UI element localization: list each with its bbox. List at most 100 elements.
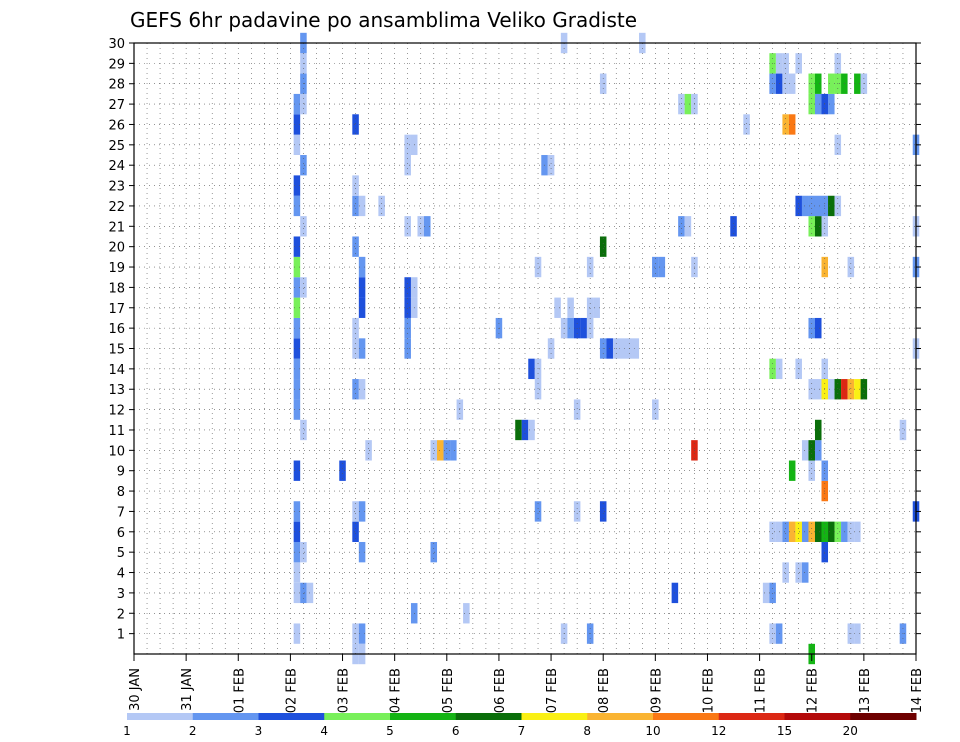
heatmap-cell bbox=[358, 195, 366, 217]
y-tick-label: 4 bbox=[117, 567, 125, 582]
heatmap-cell bbox=[293, 236, 301, 257]
heatmap-cell bbox=[828, 379, 835, 400]
heatmap-cell bbox=[339, 460, 346, 481]
heatmap-cell bbox=[814, 93, 822, 115]
heatmap-cell bbox=[769, 582, 776, 604]
chart-title: GEFS 6hr padavine po ansamblima Veliko G… bbox=[130, 8, 637, 32]
heatmap-cell bbox=[847, 379, 855, 400]
legend-swatch bbox=[784, 713, 851, 720]
heatmap-cell bbox=[430, 541, 438, 563]
heatmap-cell bbox=[404, 297, 411, 318]
heatmap-cell bbox=[834, 379, 842, 400]
heatmap-cell bbox=[573, 501, 581, 522]
heatmap-cell bbox=[352, 379, 359, 400]
heatmap-cell bbox=[358, 623, 366, 644]
heatmap-cell bbox=[293, 317, 301, 339]
x-tick-label: 08 FEB bbox=[597, 668, 612, 713]
legend-label: 5 bbox=[386, 724, 394, 738]
heatmap-cell bbox=[463, 603, 470, 624]
heatmap-cell bbox=[652, 399, 659, 420]
heatmap-cell bbox=[814, 317, 822, 339]
heatmap-cell bbox=[352, 236, 359, 257]
x-tick-label: 10 FEB bbox=[701, 668, 716, 713]
heatmap-cell bbox=[293, 277, 301, 298]
y-tick-label: 12 bbox=[108, 404, 125, 419]
heatmap-cell bbox=[300, 541, 307, 563]
heatmap-cell bbox=[358, 501, 366, 522]
heatmap-cell bbox=[293, 134, 301, 156]
heatmap-cell bbox=[573, 399, 581, 420]
heatmap-cell bbox=[678, 93, 685, 115]
heatmap-cell bbox=[795, 521, 802, 542]
heatmap-cell bbox=[293, 501, 301, 522]
x-tick-label: 30 JAN bbox=[128, 668, 143, 711]
heatmap-cell bbox=[378, 195, 385, 217]
legend-label: 20 bbox=[843, 724, 858, 738]
y-tick-label: 29 bbox=[108, 57, 125, 72]
heatmap-cell bbox=[782, 114, 789, 135]
heatmap-cell bbox=[358, 277, 366, 298]
heatmap-cell bbox=[801, 440, 809, 461]
heatmap-cell bbox=[567, 317, 574, 339]
heatmap-cell bbox=[300, 277, 307, 298]
heatmap-cell bbox=[358, 379, 366, 400]
y-tick-label: 9 bbox=[117, 465, 125, 480]
heatmap-cell bbox=[300, 93, 307, 115]
x-tick-label: 11 FEB bbox=[754, 668, 769, 713]
y-tick-label: 10 bbox=[108, 444, 125, 459]
heatmap-cell bbox=[293, 541, 301, 563]
legend-swatch bbox=[653, 713, 720, 720]
heatmap-cell bbox=[782, 521, 789, 542]
y-tick-label: 13 bbox=[108, 383, 125, 398]
heatmap-cell bbox=[358, 338, 366, 359]
heatmap-cell bbox=[808, 379, 815, 400]
heatmap-cell bbox=[365, 440, 372, 461]
heatmap-cell bbox=[801, 195, 809, 217]
heatmap-cell bbox=[293, 379, 301, 400]
heatmap-cell bbox=[808, 195, 815, 217]
heatmap-cell bbox=[814, 419, 822, 441]
heatmap-cell bbox=[293, 358, 301, 380]
legend-label: 7 bbox=[518, 724, 526, 738]
x-tick-label: 04 FEB bbox=[389, 668, 404, 713]
heatmap-cell bbox=[300, 582, 307, 604]
heatmap-cell bbox=[808, 440, 815, 461]
heatmap-cell bbox=[801, 521, 809, 542]
heatmap-cell bbox=[528, 358, 535, 380]
y-tick-label: 26 bbox=[108, 118, 125, 133]
legend-swatch bbox=[587, 713, 654, 720]
heatmap-cell bbox=[847, 256, 855, 278]
y-tick-label: 5 bbox=[117, 546, 125, 561]
data-cells bbox=[293, 32, 920, 665]
x-tick-label: 09 FEB bbox=[649, 668, 664, 713]
y-tick-label: 18 bbox=[108, 281, 125, 296]
y-tick-label: 21 bbox=[108, 220, 125, 235]
heatmap-cell bbox=[293, 175, 301, 196]
heatmap-cell bbox=[834, 521, 842, 542]
x-tick-label: 02 FEB bbox=[284, 668, 299, 713]
y-tick-label: 24 bbox=[108, 159, 125, 174]
heatmap-cell bbox=[293, 562, 301, 583]
heatmap-cell bbox=[358, 541, 366, 563]
y-tick-label: 25 bbox=[108, 139, 125, 154]
heatmap-cell bbox=[352, 114, 359, 135]
heatmap-cell bbox=[352, 175, 359, 196]
heatmap-cell bbox=[684, 93, 692, 115]
heatmap-cell bbox=[423, 216, 431, 237]
heatmap-cell bbox=[293, 297, 301, 318]
heatmap-cell bbox=[814, 440, 822, 461]
x-tick-label: 13 FEB bbox=[858, 668, 873, 713]
heatmap-cell bbox=[814, 216, 822, 237]
heatmap-cell bbox=[834, 134, 842, 156]
heatmap-cell bbox=[619, 338, 627, 359]
heatmap-cell bbox=[534, 379, 542, 400]
y-tick-label: 17 bbox=[108, 302, 125, 317]
heatmap-cell bbox=[599, 501, 607, 522]
heatmap-cell bbox=[352, 501, 359, 522]
x-tick-label: 14 FEB bbox=[910, 668, 925, 713]
heatmap-cell bbox=[814, 195, 822, 217]
heatmap-cell bbox=[599, 236, 607, 257]
heatmap-cell bbox=[854, 521, 861, 542]
y-tick-label: 3 bbox=[117, 587, 125, 602]
